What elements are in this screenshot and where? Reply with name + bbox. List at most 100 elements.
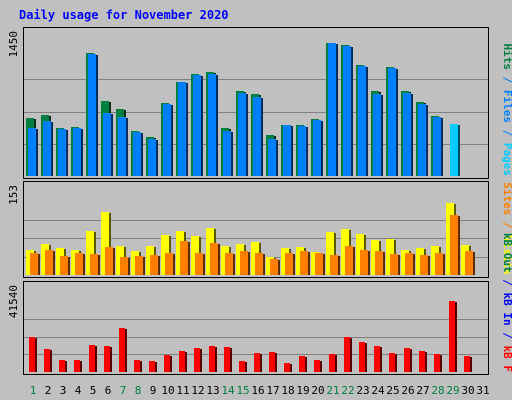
x-tick-label: 18: [281, 384, 294, 397]
bar-kb-f-day-21: [329, 354, 335, 372]
legend-item: /: [501, 70, 512, 90]
bar-sites-day-7: [120, 257, 128, 275]
bar-files-day-28: [433, 117, 441, 176]
x-tick-label: 28: [431, 384, 444, 397]
bar-kb-f-day-14: [224, 347, 230, 372]
bar-kb-f-day-6: [104, 346, 110, 372]
x-tick-label: 1: [30, 384, 37, 397]
bar-files-day-12: [193, 75, 201, 176]
bar-files-day-10: [163, 104, 171, 176]
bar-sites-day-1: [30, 253, 38, 275]
x-axis-labels: 1 2 3 4 5 6 7 8 9 10 11 12 13 14 15 16 17 18 19 20 21 22 23 24 2…: [30, 384, 490, 397]
x-tick-label: 10: [161, 384, 174, 397]
y-max-label: 153: [7, 185, 20, 205]
bar-kb-f-day-5: [89, 345, 95, 372]
bar-files-day-23: [358, 66, 366, 176]
bar-sites-day-10: [165, 253, 173, 275]
bar-sites-day-6: [105, 247, 113, 275]
x-tick-label: 29: [446, 384, 459, 397]
x-tick-label: 13: [206, 384, 219, 397]
bar-files-day-24: [373, 94, 381, 176]
bar-files-day-19: [298, 126, 306, 176]
y-max-label: 41540: [7, 285, 20, 318]
bar-visits-day-21: [326, 232, 334, 275]
legend-item: Files: [501, 90, 512, 123]
bar-kb-f-day-27: [419, 351, 425, 372]
bar-files-day-11: [178, 82, 186, 176]
bar-files-day-6: [103, 113, 111, 176]
bar-kb-f-day-19: [299, 356, 305, 372]
bar-sites-day-3: [60, 256, 68, 275]
bar-files-day-3: [58, 129, 66, 176]
bar-sites-day-24: [375, 251, 383, 275]
bar-sites-day-15: [240, 251, 248, 275]
bar-files-day-8: [133, 132, 141, 176]
x-tick-label: 27: [416, 384, 429, 397]
bar-sites-day-13: [210, 243, 218, 275]
bar-sites-day-8: [135, 256, 143, 275]
bar-files-day-13: [208, 74, 216, 176]
x-tick-label: 15: [236, 384, 249, 397]
panel-2: 153 Sites / Visits: [7, 181, 512, 278]
x-tick-label: 23: [356, 384, 369, 397]
bar-visits-day-5: [86, 231, 94, 275]
x-tick-label: 5: [90, 384, 97, 397]
bar-files-day-18: [283, 125, 291, 176]
bar-kb-f-day-4: [74, 360, 80, 372]
legend: kB Out / kB In / kB F: [501, 233, 512, 372]
x-tick-label: 20: [311, 384, 324, 397]
bar-kb-f-day-10: [164, 355, 170, 372]
x-tick-label: 21: [326, 384, 339, 397]
bar-kb-f-day-26: [404, 348, 410, 372]
y-max-label: 1450: [7, 31, 20, 58]
bar-kb-f-day-3: [59, 360, 65, 372]
bar-sites-day-11: [180, 241, 188, 275]
bar-files-day-25: [388, 68, 396, 176]
bar-files-day-20: [313, 120, 321, 176]
x-tick-label: 8: [135, 384, 142, 397]
x-tick-label: 19: [296, 384, 309, 397]
bar-kb-f-day-30: [464, 356, 470, 372]
legend-item: /: [501, 123, 512, 143]
legend-item: kB F: [501, 346, 512, 373]
bar-pages-day-29: [450, 124, 458, 176]
bar-sites-day-16: [255, 253, 263, 275]
legend: Hits / Files / Pages: [501, 44, 512, 177]
bar-kb-f-day-20: [314, 360, 320, 372]
bar-sites-day-20: [315, 253, 323, 275]
bar-sites-day-4: [75, 253, 83, 275]
panel-1: 1450 Hits / Files / Pages: [7, 27, 512, 179]
bar-sites-day-22: [345, 246, 353, 275]
bar-kb-f-day-1: [29, 337, 35, 372]
bar-sites-day-17: [270, 259, 278, 275]
x-tick-label: 12: [191, 384, 204, 397]
bar-files-day-9: [148, 139, 156, 176]
bar-kb-f-day-2: [44, 349, 50, 372]
x-tick-label: 2: [45, 384, 52, 397]
x-tick-label: 30: [461, 384, 474, 397]
x-tick-label: 17: [266, 384, 279, 397]
x-tick-label: 24: [371, 384, 385, 397]
chart-title: Daily usage for November 2020: [19, 8, 229, 22]
bar-files-day-21: [328, 43, 336, 176]
bar-sites-day-25: [390, 254, 398, 275]
bar-files-day-15: [238, 93, 246, 176]
legend-item: kB In: [501, 293, 512, 326]
x-tick-label: 4: [75, 384, 82, 397]
x-tick-label: 22: [341, 384, 354, 397]
x-tick-label: 14: [221, 384, 235, 397]
bar-sites-day-27: [420, 255, 428, 275]
bar-sites-day-19: [300, 251, 308, 275]
bar-sites-day-5: [90, 254, 98, 275]
bar-files-day-27: [418, 104, 426, 176]
bar-files-day-2: [43, 121, 51, 176]
legend-item: Sites: [501, 182, 512, 215]
bar-kb-f-day-23: [359, 342, 365, 372]
bar-sites-day-18: [285, 253, 293, 275]
bar-sites-day-2: [45, 250, 53, 275]
legend-item: Visits: [501, 235, 512, 275]
x-tick-label: 26: [401, 384, 414, 397]
x-tick-label: 6: [105, 384, 112, 397]
bar-files-day-22: [343, 46, 351, 176]
